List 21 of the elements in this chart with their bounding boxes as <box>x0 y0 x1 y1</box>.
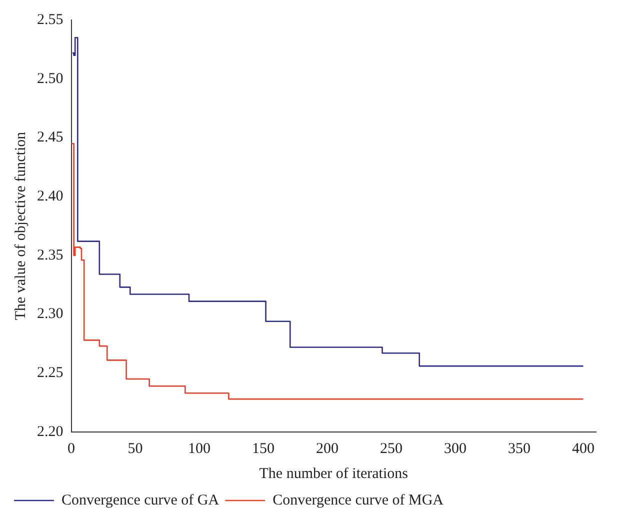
y-axis-title: The value of objective function <box>12 131 29 320</box>
x-tick-label: 300 <box>444 440 466 457</box>
x-tick-label: 400 <box>572 440 594 457</box>
y-tick-label: 2.30 <box>37 306 64 322</box>
x-tick-label: 150 <box>252 440 274 457</box>
x-axis-title: The number of iterations <box>259 466 408 482</box>
x-tick-label: 50 <box>128 440 143 457</box>
y-tick-label: 2.45 <box>37 130 64 146</box>
y-tick-label: 2.50 <box>37 70 64 87</box>
y-tick-label: 2.55 <box>37 12 64 28</box>
x-tick-label: 250 <box>380 440 402 457</box>
y-tick-label: 2.40 <box>37 188 64 205</box>
y-tick-label: 2.35 <box>37 247 64 264</box>
legend-label: Convergence curve of MGA <box>272 492 444 508</box>
x-tick-label: 0 <box>68 440 75 457</box>
x-tick-label: 200 <box>316 440 338 457</box>
legend-label: Convergence curve of GA <box>62 492 220 508</box>
y-tick-label: 2.25 <box>37 365 64 382</box>
y-tick-label: 2.20 <box>37 424 64 440</box>
x-tick-label: 350 <box>508 440 530 457</box>
x-tick-label: 100 <box>188 440 210 457</box>
